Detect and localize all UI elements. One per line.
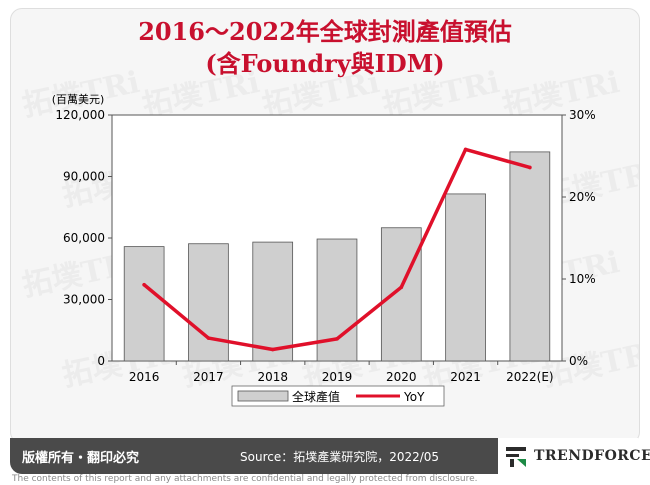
trendforce-logo-icon [506, 447, 526, 467]
bar [445, 193, 486, 362]
legend-label-bar: 全球產值 [292, 389, 340, 404]
chart-title: 2016～2022年全球封測產值預估 [138, 17, 512, 46]
legend-swatch-bar [237, 390, 289, 402]
left-axis-label: (百萬美元) [52, 93, 105, 106]
brand-logo: TRENDFORCE [498, 438, 650, 474]
left-axis-tick-label: 30,000 [63, 293, 105, 307]
source-note: Source：拓墣產業研究院，2022/05 [240, 450, 440, 464]
yoy-point [528, 165, 532, 170]
yoy-point [206, 336, 211, 340]
x-axis-tick-label: 2019 [322, 370, 353, 384]
yoy-point [270, 347, 275, 352]
x-axis-tick-label: 2017 [193, 370, 224, 384]
yoy-point [142, 282, 146, 287]
left-axis-tick-label: 0 [97, 354, 105, 368]
chart-subtitle: (含Foundry與IDM) [205, 49, 445, 78]
x-axis-tick-label: 2021 [450, 370, 481, 384]
yoy-point [399, 285, 404, 290]
plot-area: 0 30,000 60,000 90,000 120,000 0% 10% 20% 30% 201… [55, 108, 595, 384]
right-axis-tick-label: 10% [569, 272, 596, 286]
yoy-point [335, 337, 339, 341]
right-axis-tick-label: 30% [569, 108, 596, 122]
left-axis-tick-label: 120,000 [55, 108, 105, 122]
yoy-point [463, 147, 468, 152]
bar [252, 241, 294, 362]
bar [380, 227, 422, 362]
left-axis-tick-label: 60,000 [63, 231, 105, 245]
copyright-notice: 版權所有・翻印必究 [22, 451, 140, 466]
x-axis-tick-label: 2022(E) [506, 370, 553, 384]
bar [509, 151, 551, 362]
bar [123, 246, 165, 362]
right-axis-tick-label: 0% [569, 354, 588, 368]
left-axis-tick-label: 90,000 [63, 170, 105, 184]
legend: 全球產值 YoY [231, 385, 445, 407]
bar [188, 243, 229, 362]
x-axis-tick-label: 2018 [257, 370, 288, 384]
disclaimer: The contents of this report and any atta… [12, 474, 478, 484]
x-axis-tick-label: 2020 [386, 370, 417, 384]
legend-label-line: YoY [403, 390, 425, 404]
right-axis-tick-label: 20% [569, 190, 596, 204]
x-axis-tick-label: 2016 [129, 370, 160, 384]
brand-name: TRENDFORCE [534, 448, 650, 464]
